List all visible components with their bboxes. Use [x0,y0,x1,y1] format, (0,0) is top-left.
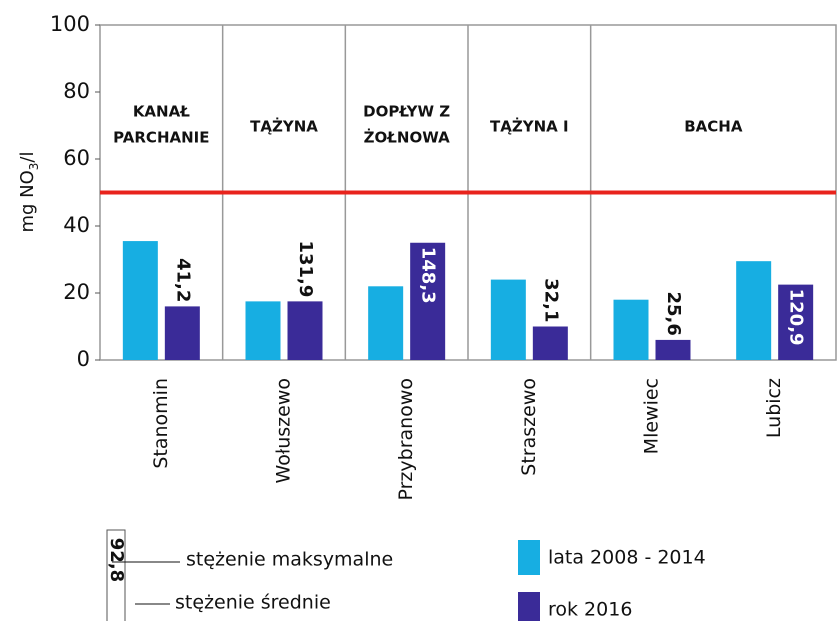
x-tick-label: Przybranowo [395,378,417,501]
bar [368,286,404,360]
group-label: KANAŁ [133,103,190,121]
group-label: ŻOŁNOWA [364,128,450,147]
group-label: TĄŻYNA [250,117,318,136]
legend-key-mean: stężenie średnie [175,592,331,614]
legend-label: rok 2016 [548,599,632,621]
x-tick-label: Stanomin [150,378,172,469]
y-label-part: /l [17,151,38,162]
legend-key-box [106,529,126,621]
y-label-sub: 3 [27,163,41,171]
x-tick-label: Mlewiec [641,378,663,454]
bar [655,339,691,360]
x-tick-label: Wołuszewo [273,378,295,483]
bar [778,284,814,360]
legend-key-sample: 92,8 [106,538,127,582]
max-label: 131,9 [295,240,316,297]
bar [613,299,649,360]
bar [122,241,158,360]
y-tick-label: 80 [63,79,90,103]
max-label: 120,9 [786,289,807,346]
group-label: TĄŻYNA I [490,117,569,136]
max-label: 148,3 [418,247,439,304]
max-label: 25,6 [663,291,684,335]
y-tick-label: 0 [77,347,90,371]
y-label-part: mg NO [17,170,38,232]
bar [287,301,323,360]
y-tick-label: 40 [63,213,90,237]
group-label: BACHA [684,118,743,136]
group-label: PARCHANIE [113,129,209,147]
bar [245,301,281,360]
bar [164,306,200,360]
y-tick-label: 100 [50,12,90,36]
x-tick-label: Straszewo [518,378,540,476]
legend-key-max: stężenie maksymalne [186,549,393,571]
y-axis-label: mg NO3/l [17,151,41,232]
bar [736,261,772,360]
bar [532,326,568,360]
bar [410,242,446,360]
x-tick-label: Lubicz [763,378,785,438]
y-tick-label: 60 [63,146,90,170]
max-label: 41,2 [172,258,193,302]
max-label: 32,1 [540,278,561,322]
y-tick-label: 20 [63,280,90,304]
legend-swatch [518,592,540,621]
legend-label: lata 2008 - 2014 [548,547,706,569]
legend-swatch [518,540,540,575]
group-label: DOPŁYW Z [363,103,450,121]
bar [490,279,526,360]
